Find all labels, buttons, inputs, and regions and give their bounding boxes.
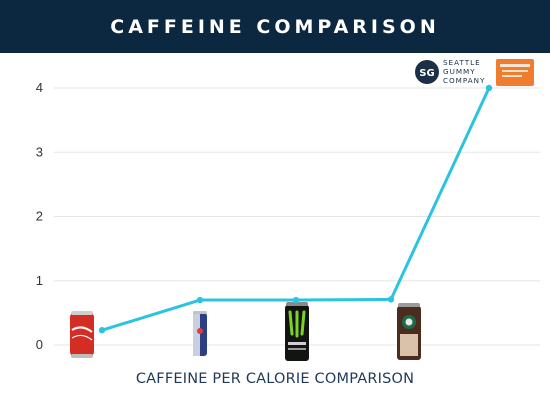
data-point-4 [387,296,395,303]
data-points [98,84,493,334]
brand-logo: SG SEATTLE GUMMY COMPANY [415,58,485,85]
data-point-1 [98,327,106,334]
data-point-2 [196,296,204,304]
y-tick-label: 3 [36,144,43,159]
coffee-drink-can-image [397,303,421,360]
data-point-3 [292,296,300,304]
data-point-5 [485,84,493,92]
gum-pack-image [496,59,534,86]
energy-drink-can-image [193,311,207,356]
y-tick-label: 2 [36,209,43,224]
brand-logo-letters: SG [419,68,434,79]
y-tick-label: 4 [36,80,43,95]
brand-line-2: GUMMY [443,67,476,76]
header-banner: CAFFEINE COMPARISON [0,0,550,53]
y-tick-label: 0 [36,337,43,352]
monster-can-image [285,302,309,361]
brand-line-1: SEATTLE [443,58,481,67]
y-axis-ticks: 0 1 2 3 4 [36,80,43,352]
brand-logo-icon [415,60,439,84]
y-tick-label: 1 [36,273,43,288]
cola-can-image [70,311,94,358]
series-line [100,86,491,332]
chart-caption: CAFFEINE PER CALORIE COMPARISON [135,371,415,387]
brand-line-3: COMPANY [443,76,485,85]
page-title: CAFFEINE COMPARISON [110,15,440,38]
